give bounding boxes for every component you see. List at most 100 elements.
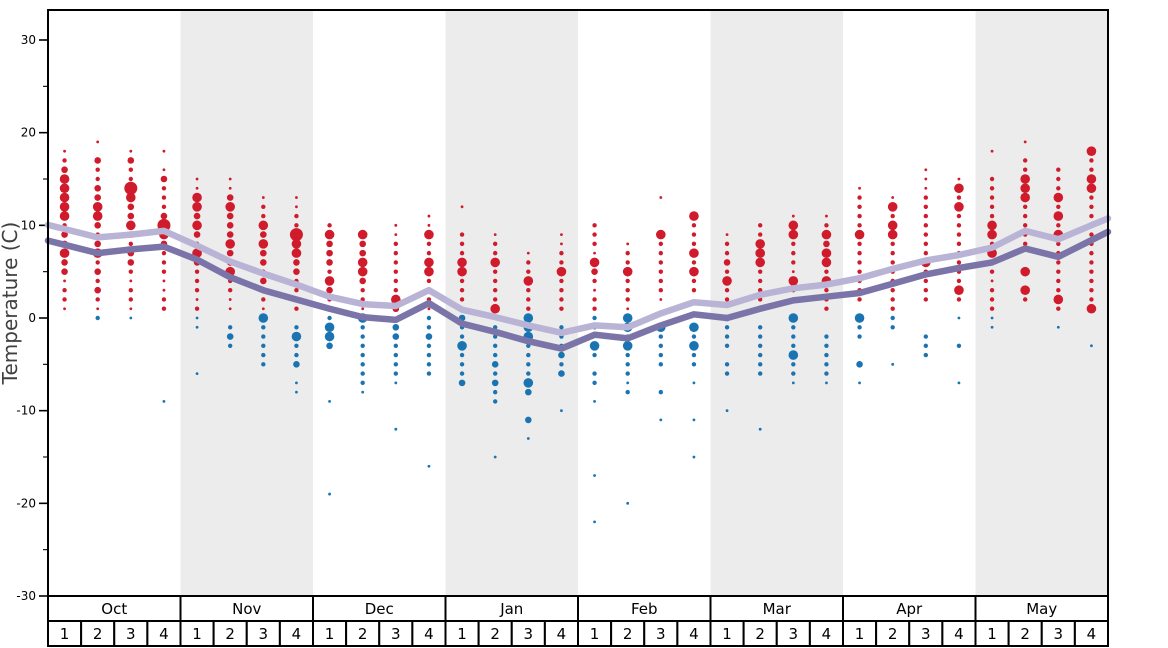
red-temp-dot [226, 212, 234, 220]
red-temp-dot [857, 260, 862, 265]
red-temp-dot [987, 220, 997, 231]
blue-temp-dot [689, 341, 699, 351]
red-temp-dot [791, 250, 796, 256]
red-temp-dot [128, 176, 134, 182]
blue-temp-dot [558, 370, 565, 377]
blue-temp-dot [393, 362, 399, 367]
red-temp-dot [61, 268, 68, 275]
blue-temp-dot [427, 464, 431, 468]
red-temp-dot [1022, 223, 1028, 228]
blue-temp-dot [457, 341, 467, 351]
red-temp-dot [724, 250, 730, 256]
red-temp-dot [592, 306, 597, 311]
red-temp-dot [490, 257, 500, 268]
month-band-jan [445, 10, 578, 596]
week-column-jan-2 [490, 233, 500, 459]
blue-temp-dot [824, 343, 829, 349]
red-temp-dot [560, 242, 563, 246]
red-temp-dot [95, 167, 100, 172]
red-temp-dot [956, 260, 962, 265]
week-column-apr-4 [954, 177, 964, 385]
red-temp-dot [195, 186, 199, 190]
y-axis-tick-label: 30 [21, 33, 36, 47]
red-temp-dot [492, 297, 498, 302]
red-temp-dot [128, 241, 134, 247]
blue-temp-dot [724, 325, 730, 330]
blue-temp-dot [129, 316, 133, 320]
red-temp-dot [327, 269, 332, 274]
week-column-apr-1 [854, 186, 865, 385]
blue-temp-dot [360, 362, 365, 367]
red-temp-dot [393, 250, 399, 256]
red-temp-dot [1020, 192, 1030, 203]
red-temp-dot [291, 248, 302, 258]
red-temp-dot [592, 232, 597, 237]
blue-temp-dot [724, 371, 730, 376]
week-cell [444, 620, 480, 647]
blue-temp-dot [559, 325, 564, 330]
red-temp-dot [427, 214, 431, 218]
blue-temp-dot [458, 379, 466, 387]
red-temp-dot [460, 205, 464, 209]
blue-temp-dot [890, 315, 895, 321]
month-cell [709, 595, 844, 622]
blue-temp-dot [692, 455, 696, 459]
blue-temp-dot [493, 455, 497, 459]
red-temp-dot [1086, 183, 1097, 194]
blue-temp-dot [227, 343, 233, 349]
red-temp-dot [424, 266, 434, 277]
red-temp-dot [1056, 241, 1061, 247]
red-temp-dot [659, 298, 663, 301]
blue-temp-dot [459, 334, 465, 339]
red-temp-dot [559, 297, 564, 302]
red-temp-dot [1089, 204, 1094, 209]
week-label: 2 [490, 625, 500, 643]
red-temp-dot [393, 241, 399, 247]
red-temp-dot [1086, 303, 1097, 314]
blue-temp-dot [195, 325, 199, 329]
blue-temp-dot [791, 362, 796, 367]
week-label: 1 [987, 625, 997, 643]
red-temp-dot [294, 306, 299, 311]
red-temp-dot [857, 241, 862, 247]
red-temp-dot [194, 269, 200, 274]
red-temp-dot [162, 168, 166, 172]
red-temp-dot [394, 233, 398, 236]
week-column-mar-3 [788, 214, 799, 385]
blue-temp-dot [957, 381, 961, 385]
blue-temp-dot [589, 341, 600, 351]
blue-temp-dot [757, 371, 763, 376]
red-temp-dot [260, 231, 267, 238]
red-temp-dot [526, 269, 531, 274]
month-label: Mar [763, 600, 792, 618]
blue-temp-dot [1090, 344, 1093, 348]
red-temp-dot [63, 149, 66, 153]
red-temp-dot [94, 268, 101, 275]
red-temp-dot [821, 229, 832, 240]
red-temp-dot [1056, 269, 1061, 274]
red-temp-dot [592, 223, 597, 228]
red-temp-dot [1056, 223, 1061, 228]
week-label: 3 [126, 625, 136, 643]
red-temp-dot [228, 307, 232, 311]
red-temp-dot [556, 266, 567, 277]
blue-temp-dot [625, 352, 630, 358]
blue-temp-dot [625, 389, 630, 395]
red-temp-dot [61, 231, 68, 238]
red-temp-dot [858, 186, 861, 190]
red-temp-dot [1020, 183, 1030, 194]
red-temp-dot [954, 201, 964, 212]
red-temp-dot [887, 201, 898, 212]
red-temp-dot [989, 195, 995, 200]
red-temp-dot [825, 214, 828, 218]
red-temp-dot [493, 233, 497, 236]
red-temp-dot [956, 241, 962, 247]
red-temp-dot [192, 201, 202, 212]
red-temp-dot [94, 222, 101, 229]
red-temp-dot [424, 229, 434, 240]
red-temp-dot [1056, 167, 1061, 172]
month-cell [312, 595, 447, 622]
blue-temp-dot [658, 389, 664, 395]
red-temp-dot [559, 306, 564, 311]
red-temp-dot [956, 232, 962, 237]
